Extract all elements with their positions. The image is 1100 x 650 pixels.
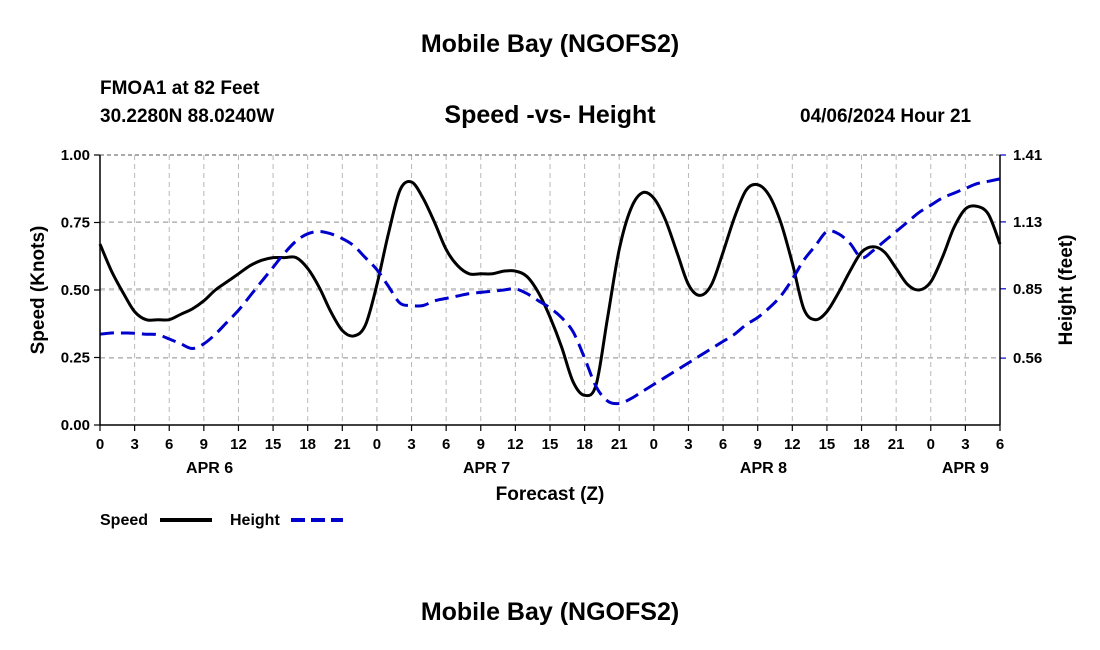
y-axis-title: Speed (Knots) — [28, 226, 49, 355]
x-tick-label: 9 — [200, 436, 208, 453]
y2-tick-label: 1.13 — [1013, 214, 1042, 231]
y2-axis-title: Height (feet) — [1056, 235, 1077, 346]
x-tick-label: 6 — [165, 436, 173, 453]
x-tick-label: 3 — [130, 436, 138, 453]
x-tick-label: 0 — [96, 436, 104, 453]
station-label: FMOA1 at 82 Feet — [100, 78, 260, 99]
forecast-timestamp: 04/06/2024 Hour 21 — [800, 106, 972, 127]
x-tick-label: 15 — [265, 436, 282, 453]
series-line-speed — [98, 180, 1002, 398]
x-tick-label: 6 — [442, 436, 450, 453]
x-tick-label: 21 — [888, 436, 905, 453]
x-axis-title: Forecast (Z) — [496, 484, 605, 505]
y-tick-label: 1.00 — [61, 147, 90, 164]
x-tick-label: 21 — [334, 436, 351, 453]
y-tick-label: 0.00 — [61, 417, 90, 434]
x-tick-label: 12 — [507, 436, 524, 453]
y2-tick-label: 0.56 — [1013, 350, 1042, 367]
grid-lines — [100, 154, 1000, 425]
x-tick-label: 12 — [784, 436, 801, 453]
x-tick-label: 15 — [819, 436, 836, 453]
series-lines — [98, 177, 1002, 406]
y2-tick-label: 0.85 — [1013, 281, 1042, 298]
page-title-repeat: Mobile Bay (NGOFS2) — [420, 598, 680, 626]
x-tick-label: 18 — [853, 436, 870, 453]
x-tick-label: 15 — [542, 436, 559, 453]
y-tick-label: 0.25 — [61, 350, 90, 367]
x-tick-label: 3 — [684, 436, 692, 453]
x-tick-label: 3 — [407, 436, 415, 453]
x-tick-label: 9 — [477, 436, 485, 453]
chart-title: Speed -vs- Height — [444, 101, 656, 129]
y-tick-label: 0.75 — [61, 215, 90, 232]
x-tick-label: 18 — [576, 436, 593, 453]
x-tick-label: 3 — [961, 436, 969, 453]
x-tick-label: 18 — [299, 436, 316, 453]
x-tick-label: 6 — [719, 436, 727, 453]
legend-label-height: Height — [230, 512, 280, 529]
y-tick-label: 0.50 — [61, 282, 90, 299]
day-label: APR 8 — [740, 460, 787, 477]
day-label: APR 7 — [463, 460, 510, 477]
x-tick-label: 0 — [650, 436, 658, 453]
x-tick-label: 0 — [373, 436, 381, 453]
y2-tick-label: 1.41 — [1013, 147, 1042, 164]
axes — [94, 154, 1006, 431]
x-tick-label: 6 — [996, 436, 1004, 453]
legend: Speed Height — [100, 512, 343, 529]
legend-label-speed: Speed — [100, 512, 148, 529]
page-title: Mobile Bay (NGOFS2) — [420, 30, 680, 58]
x-tick-label: 12 — [230, 436, 247, 453]
day-label: APR 6 — [186, 460, 233, 477]
axis-labels: 0 3 6 9 12 15 18 21 0 3 6 9 12 15 18 21 0 3 6 9 12 15 18 21 0 3 6 0… — [61, 147, 1042, 477]
series-line-height — [99, 177, 1001, 406]
station-coordinates: 30.2280N 88.0240W — [100, 106, 275, 127]
day-label: APR 9 — [942, 460, 989, 477]
x-tick-label: 9 — [754, 436, 762, 453]
x-tick-label: 21 — [611, 436, 628, 453]
x-tick-label: 0 — [927, 436, 935, 453]
